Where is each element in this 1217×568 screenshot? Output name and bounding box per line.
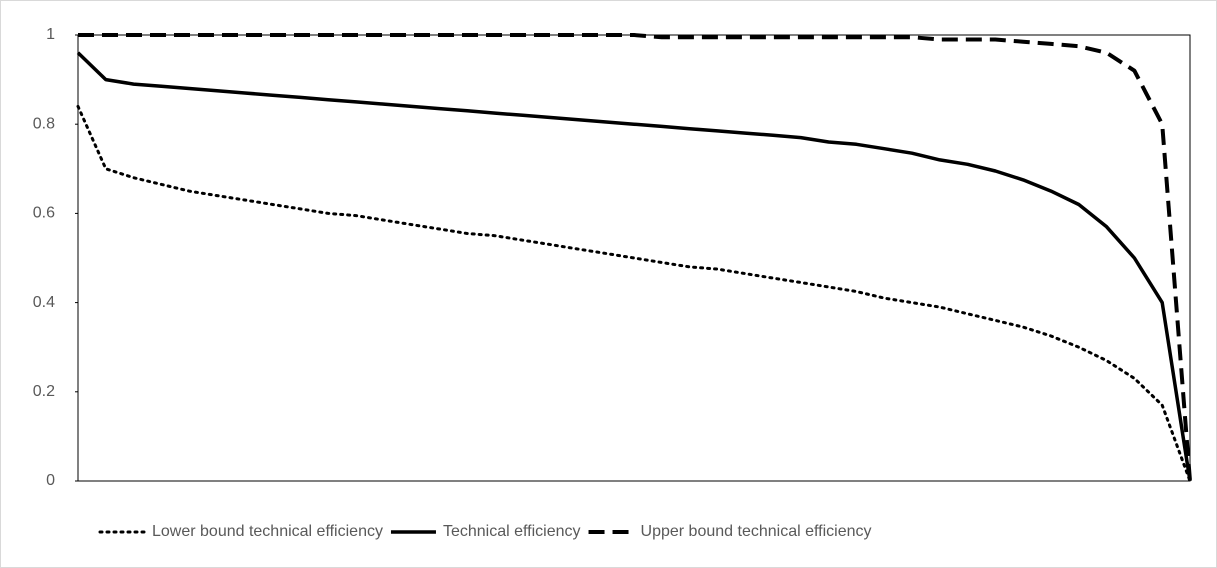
series-line bbox=[78, 33, 1192, 482]
legend-label: Upper bound technical efficiency bbox=[641, 523, 872, 540]
y-tick-label: 0.2 bbox=[33, 383, 55, 400]
series-line bbox=[76, 104, 1192, 483]
series-line bbox=[76, 51, 1192, 482]
legend-label: Technical efficiency bbox=[443, 523, 581, 540]
y-tick-label: 1 bbox=[46, 26, 55, 43]
legend-label: Lower bound technical efficiency bbox=[152, 523, 383, 540]
y-tick-label: 0 bbox=[46, 472, 55, 489]
y-tick-label: 0.6 bbox=[33, 205, 55, 222]
y-tick-label: 0.4 bbox=[33, 294, 55, 311]
y-tick-label: 0.8 bbox=[33, 115, 55, 132]
